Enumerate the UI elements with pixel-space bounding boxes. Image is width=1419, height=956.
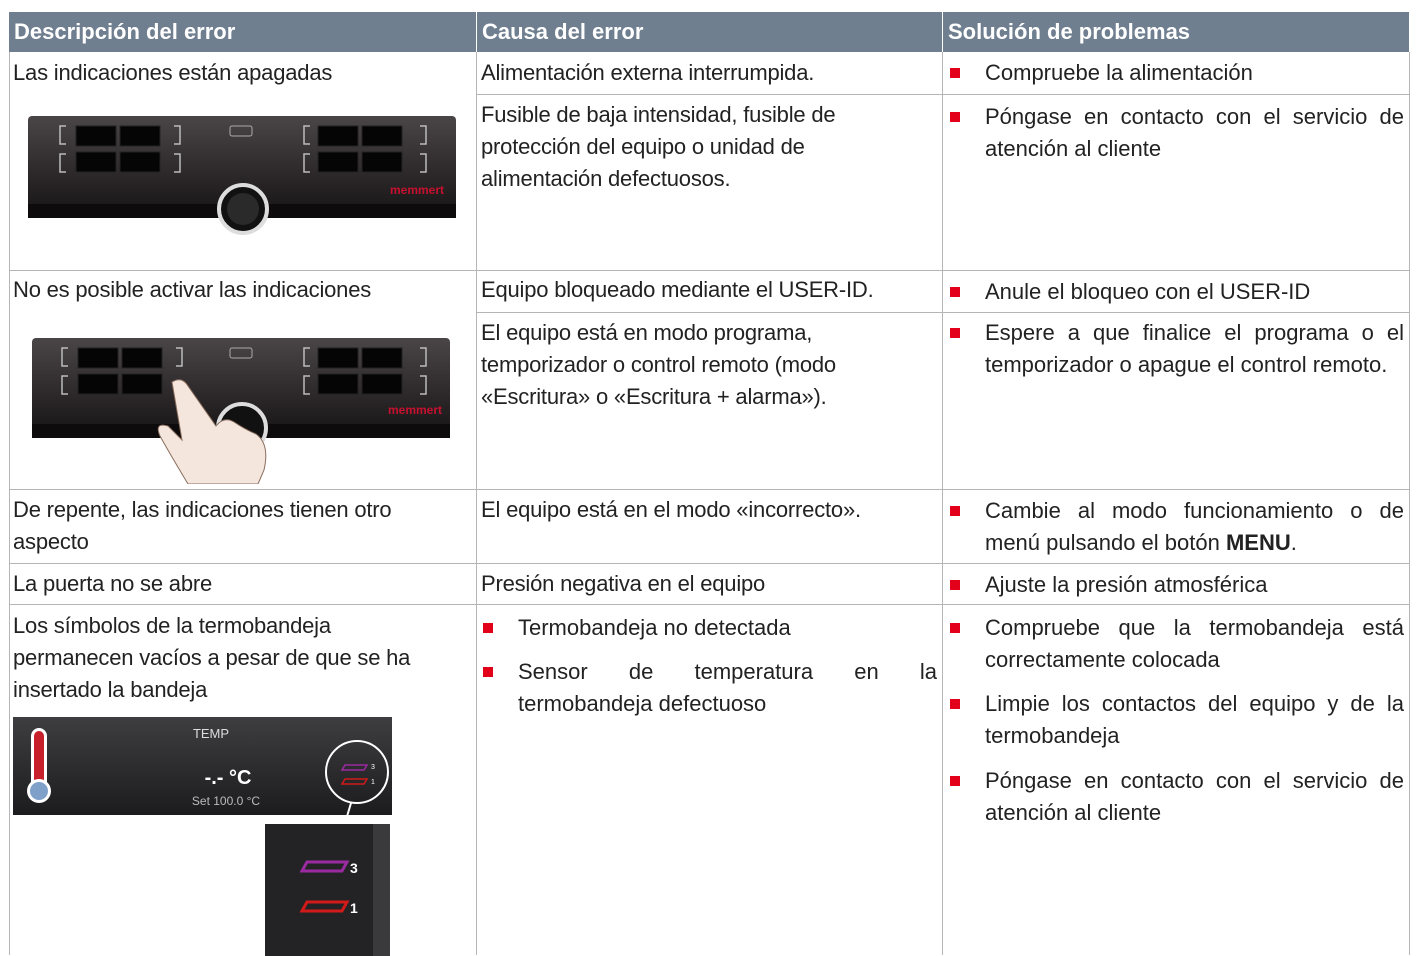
border xyxy=(9,52,10,955)
brand: memmert xyxy=(390,183,444,197)
solution: Limpie los contactos del equipo y de la … xyxy=(950,688,1404,752)
border xyxy=(476,94,1409,95)
border xyxy=(476,312,1409,313)
temp-display: TEMP -.- °C Set 100.0 °C 3 1 3 1 xyxy=(13,717,392,956)
border xyxy=(942,52,943,955)
tray-number: 1 xyxy=(350,900,358,916)
solution: Compruebe que la termobandeja está corre… xyxy=(950,612,1404,676)
description: No es posible activar las indicaciones xyxy=(13,277,372,302)
cause: Alimentación externa interrumpida. xyxy=(481,60,815,85)
brand: memmert xyxy=(388,403,442,417)
button-name: MENU xyxy=(1225,530,1291,555)
text: Cambie al modo funcionamiento o de menú … xyxy=(985,498,1404,555)
header-cell: Descripción del error xyxy=(9,12,476,52)
tray-number: 1 xyxy=(371,779,375,786)
border xyxy=(9,489,1409,490)
solution: Espere a que finalice el programa o el t… xyxy=(950,317,1404,381)
tray-number: 3 xyxy=(371,764,375,771)
solution: Anule el bloqueo con el USER-ID xyxy=(950,276,1404,308)
tray-number: 3 xyxy=(350,860,358,876)
device-panel-touch: memmert xyxy=(32,338,450,484)
cause: Presión negativa en el equipo xyxy=(481,571,766,596)
cause-item: Sensor de temperatura en la termobandeja… xyxy=(483,656,937,720)
temp-value: -.- °C xyxy=(205,767,252,789)
description: La puerta no se abre xyxy=(13,571,213,596)
header-cell: Solución de problemas xyxy=(942,12,1409,52)
temp-label: TEMP xyxy=(193,726,229,741)
cause: El equipo está en modo programa, tempori… xyxy=(481,320,836,409)
solution: Compruebe la alimentación xyxy=(950,57,1404,89)
cause: Fusible de baja intensidad, fusible de p… xyxy=(481,102,836,191)
border xyxy=(9,270,1409,271)
solution: Cambie al modo funcionamiento o de menú … xyxy=(950,495,1404,559)
border xyxy=(476,52,477,955)
solution: Póngase en contacto con el servicio de a… xyxy=(950,101,1404,165)
description: De repente, las indicaciones tienen otro… xyxy=(13,497,392,554)
border xyxy=(1409,52,1410,955)
solution: Ajuste la presión atmosférica xyxy=(950,569,1404,601)
border xyxy=(9,563,1409,564)
header-cell: Causa del error xyxy=(476,12,942,52)
solution: Póngase en contacto con el servicio de a… xyxy=(950,765,1404,829)
temp-set: Set 100.0 °C xyxy=(192,794,261,808)
cause-item: Termobandeja no detectada xyxy=(483,612,937,644)
cause: Equipo bloqueado mediante el USER-ID. xyxy=(481,277,874,302)
description: Los símbolos de la termobandeja permanec… xyxy=(13,613,411,702)
cause: El equipo está en el modo «incorrecto». xyxy=(481,497,861,522)
description: Las indicaciones están apagadas xyxy=(13,60,333,85)
border xyxy=(9,604,1409,605)
device-panel: memmert xyxy=(28,116,456,235)
text: . xyxy=(1290,530,1297,555)
